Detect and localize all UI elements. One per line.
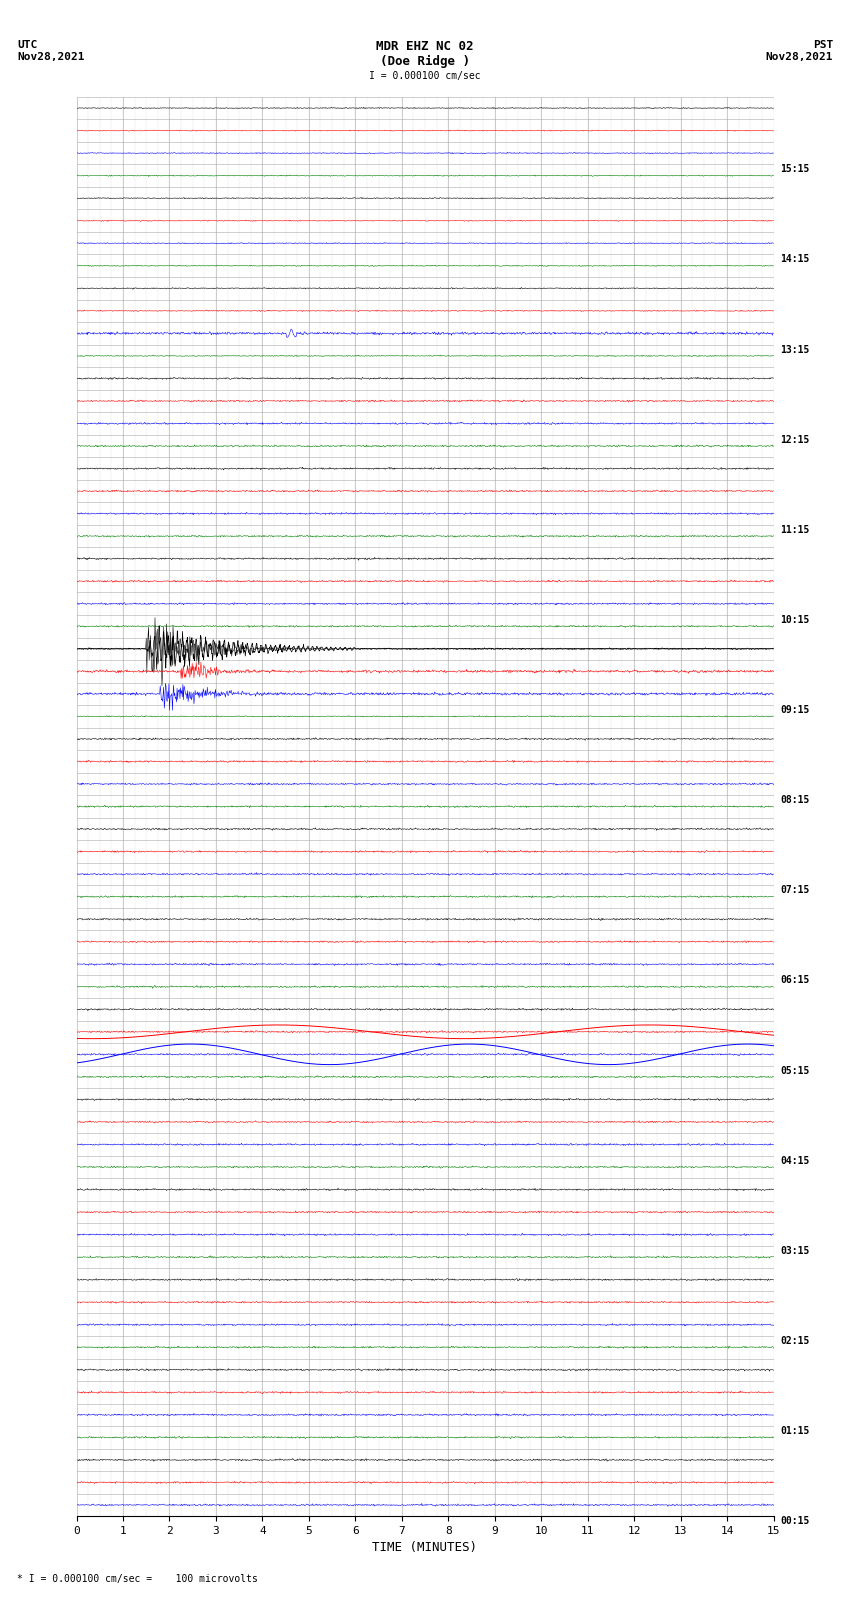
Text: PST
Nov28,2021: PST Nov28,2021 [766, 40, 833, 61]
Text: 05:15: 05:15 [780, 1066, 810, 1076]
Text: UTC
Nov28,2021: UTC Nov28,2021 [17, 40, 84, 61]
Text: 06:15: 06:15 [780, 976, 810, 986]
X-axis label: TIME (MINUTES): TIME (MINUTES) [372, 1542, 478, 1555]
Text: 03:15: 03:15 [780, 1245, 810, 1257]
Text: * I = 0.000100 cm/sec =    100 microvolts: * I = 0.000100 cm/sec = 100 microvolts [17, 1574, 258, 1584]
Text: 13:15: 13:15 [780, 345, 810, 355]
Text: 02:15: 02:15 [780, 1336, 810, 1345]
Text: 15:15: 15:15 [780, 165, 810, 174]
Text: 00:15: 00:15 [780, 1516, 810, 1526]
Text: 08:15: 08:15 [780, 795, 810, 805]
Text: 10:15: 10:15 [780, 615, 810, 624]
Text: MDR EHZ NC 02
(Doe Ridge ): MDR EHZ NC 02 (Doe Ridge ) [377, 40, 473, 68]
Text: 11:15: 11:15 [780, 524, 810, 536]
Text: 14:15: 14:15 [780, 255, 810, 265]
Text: 01:15: 01:15 [780, 1426, 810, 1436]
Text: 04:15: 04:15 [780, 1157, 810, 1166]
Text: 07:15: 07:15 [780, 886, 810, 895]
Text: 12:15: 12:15 [780, 436, 810, 445]
Text: I = 0.000100 cm/sec: I = 0.000100 cm/sec [369, 71, 481, 81]
Text: 09:15: 09:15 [780, 705, 810, 715]
